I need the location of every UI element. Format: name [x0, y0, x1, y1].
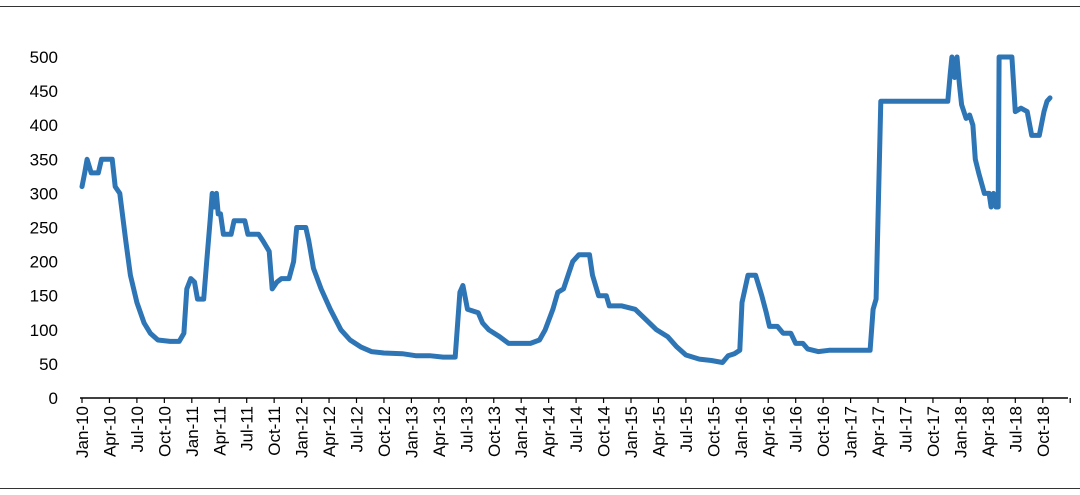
x-tick-label: Jul-10	[128, 406, 147, 452]
x-tick-label: Apr-18	[979, 406, 998, 457]
x-axis-ticks: Jan-10 Apr-10 Jul-10 Oct-10 Jan-11 Apr-11 Jul-…	[73, 398, 1071, 458]
x-tick-label: Jan-16	[732, 406, 751, 458]
x-tick-label: Oct-16	[814, 406, 833, 457]
x-tick-label: Jul-12	[348, 406, 367, 452]
x-tick-label: Jul-13	[457, 406, 476, 452]
x-tick-label: Jul-18	[1006, 406, 1025, 452]
x-tick-label: Oct-14	[595, 406, 614, 457]
top-border	[0, 6, 1080, 7]
x-tick-label: Oct-10	[155, 406, 174, 457]
x-tick-label: Jan-12	[293, 406, 312, 458]
x-tick-label: Jul-11	[238, 406, 257, 451]
x-tick-label: Jan-14	[512, 406, 531, 458]
x-tick-label: Oct-12	[375, 406, 394, 457]
series-group	[79, 54, 1053, 365]
x-tick-label: Apr-14	[540, 406, 559, 457]
x-tick-label: Apr-11	[210, 406, 229, 456]
y-tick-label: 100	[30, 321, 58, 340]
x-tick-label: Oct-18	[1034, 406, 1053, 457]
y-tick-label: 200	[30, 253, 58, 272]
x-tick-label: Apr-15	[649, 406, 668, 457]
x-tick-label: Oct-13	[485, 406, 504, 457]
x-tick-label: Jan-18	[951, 406, 970, 458]
x-tick-label: Oct-11	[265, 406, 284, 456]
x-tick-label: Apr-12	[320, 406, 339, 457]
y-tick-label: 0	[49, 389, 58, 408]
y-tick-label: 400	[30, 116, 58, 135]
y-tick-label: 300	[30, 184, 58, 203]
x-tick-label: Jan-10	[73, 406, 92, 458]
x-tick-label: Jul-15	[677, 406, 696, 452]
series-line	[79, 54, 1053, 365]
x-tick-label: Jan-13	[402, 406, 421, 458]
x-tick-label: Jan-17	[842, 406, 861, 458]
x-tick-label: Jan-15	[622, 406, 641, 458]
y-tick-label: 150	[30, 287, 58, 306]
x-tick-label: Jul-14	[567, 406, 586, 452]
y-tick-label: 500	[30, 48, 58, 67]
x-tick-label: Apr-17	[869, 406, 888, 457]
y-axis-ticks: 0 50 100 150 200 250 300 350 400 450 500	[30, 48, 58, 408]
y-tick-label: 350	[30, 150, 58, 169]
x-tick-label: Apr-16	[759, 406, 778, 457]
bottom-border	[0, 488, 1080, 489]
x-tick-label: Jul-16	[787, 406, 806, 452]
y-tick-label: 50	[39, 355, 58, 374]
x-tick-label: Apr-10	[100, 406, 119, 457]
x-tick-label: Oct-15	[704, 406, 723, 457]
y-tick-label: 450	[30, 82, 58, 101]
y-tick-label: 250	[30, 219, 58, 238]
x-tick-label: Jan-11	[183, 406, 202, 457]
x-tick-label: Jul-17	[897, 406, 916, 452]
x-tick-label: Oct-17	[924, 406, 943, 457]
x-tick-label: Apr-13	[430, 406, 449, 457]
